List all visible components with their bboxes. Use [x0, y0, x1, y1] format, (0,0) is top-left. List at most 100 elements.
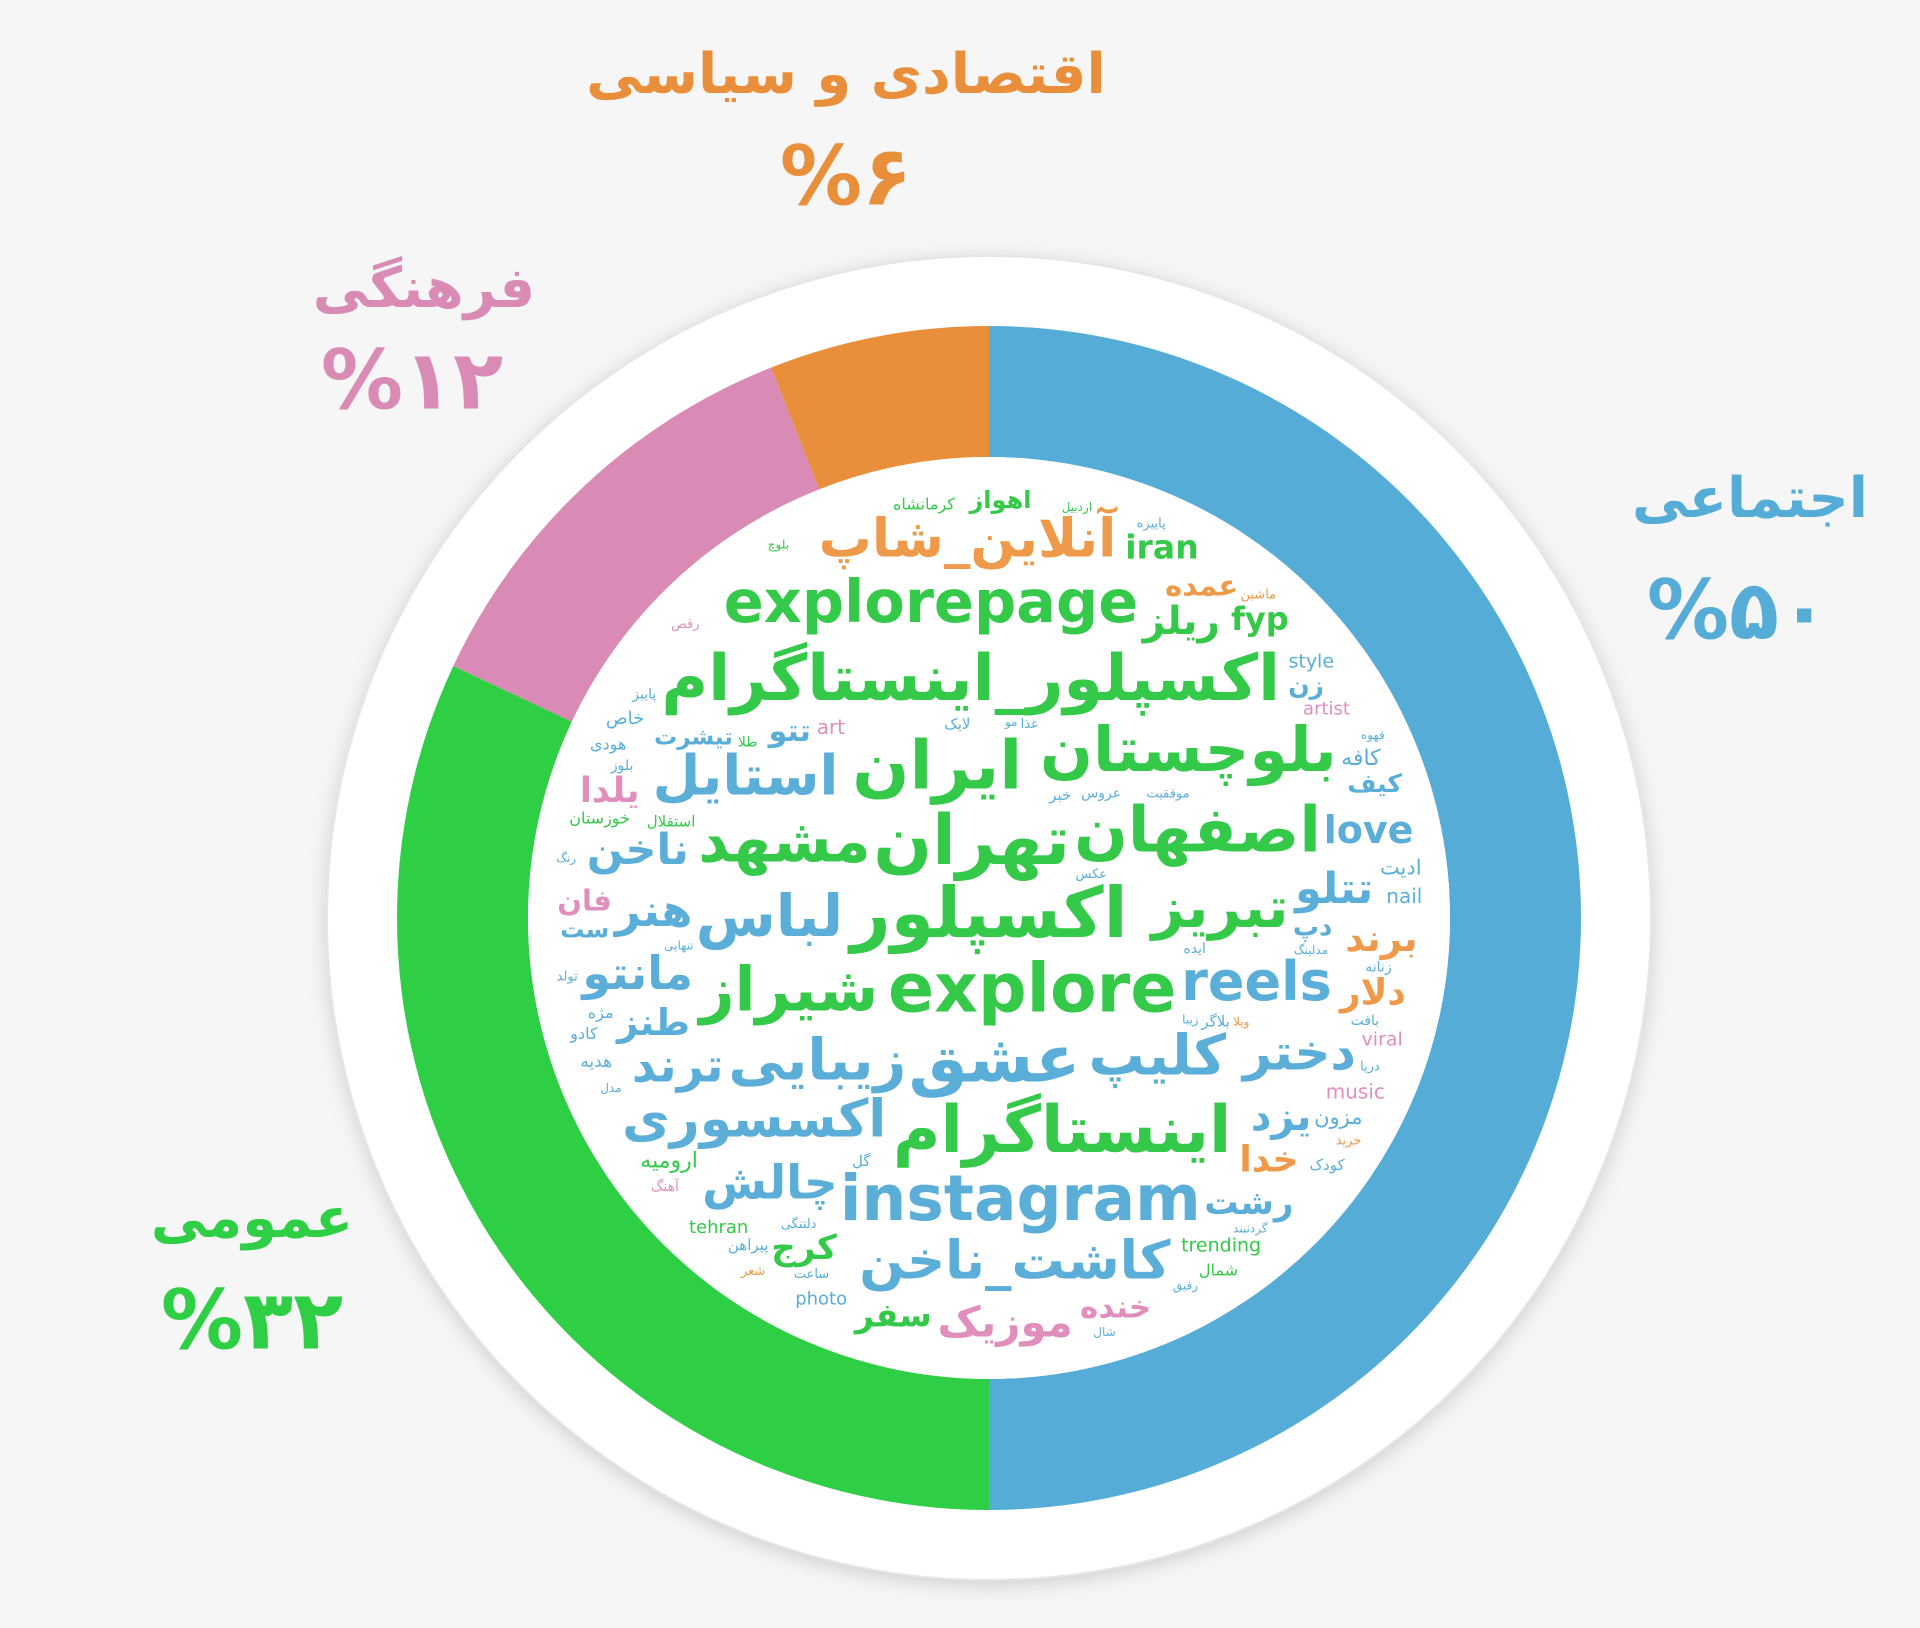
word: photo	[795, 1288, 847, 1309]
word: بلوچ	[768, 537, 789, 552]
word: style	[1288, 650, 1334, 672]
word: لباس	[696, 882, 843, 950]
word: خاص	[606, 708, 644, 729]
word: اردبیل	[1062, 500, 1093, 515]
word: طنز	[615, 1001, 690, 1044]
word: iran	[1125, 528, 1198, 567]
word: دلار	[1338, 973, 1406, 1014]
word: شمال	[1199, 1261, 1238, 1280]
word: tehran	[689, 1217, 748, 1238]
segment-label: عمومی	[151, 1186, 353, 1251]
segment-value-label: %۳۲	[161, 1273, 343, 1368]
word: ناخن	[587, 825, 689, 875]
word: music	[1326, 1080, 1385, 1104]
word: هدیه	[580, 1052, 612, 1072]
word: سفر	[853, 1296, 932, 1336]
word: زیبایی	[728, 1027, 906, 1093]
word: artist	[1303, 699, 1350, 720]
donut-segment	[771, 326, 989, 490]
word: یزد	[1251, 1094, 1311, 1140]
word: عکس	[1076, 867, 1108, 882]
word: گل	[852, 1152, 871, 1170]
word: اهواز	[968, 486, 1031, 514]
word: لایک	[944, 715, 970, 733]
word: رنگ	[556, 851, 576, 866]
word: برند	[1345, 917, 1417, 960]
word: فان	[557, 883, 612, 917]
word: reels	[1181, 950, 1332, 1013]
word: استقلال	[647, 813, 696, 831]
word: تتو	[767, 714, 811, 749]
word: استایل	[653, 743, 839, 807]
word: دلتنگی	[781, 1216, 817, 1232]
word: خوزستان	[569, 809, 630, 829]
word: زن	[1288, 671, 1324, 700]
word: اکسپلور	[847, 872, 1127, 955]
word: گردنبند	[1233, 1221, 1268, 1236]
word: رشت	[1204, 1183, 1293, 1223]
donut-segment	[453, 367, 820, 722]
word: اصفهان	[1074, 794, 1321, 867]
word: ماشین	[1240, 587, 1276, 602]
word: ایران	[852, 726, 1022, 805]
word: دپ	[1293, 912, 1332, 942]
word: شال	[1093, 1325, 1115, 1339]
word: تتلو	[1293, 864, 1373, 914]
segment-value-label: %۵۰	[1647, 563, 1829, 658]
word: مو	[1004, 715, 1018, 730]
word: طلا	[738, 734, 758, 750]
word: مدل	[600, 1081, 621, 1095]
word: اکسسوری	[622, 1090, 886, 1150]
word: بافت	[1351, 1013, 1380, 1029]
word: اکسپلور_اینستاگرام	[661, 641, 1280, 716]
word: خدا	[1239, 1140, 1298, 1181]
donut-segment	[397, 665, 989, 1510]
word: کرمانشاه	[893, 495, 955, 515]
word: چالش	[702, 1155, 838, 1210]
word: پاییز	[631, 686, 656, 702]
word: دختر	[1240, 1023, 1356, 1082]
word: هودی	[590, 735, 626, 755]
word: ویلا	[1233, 1014, 1249, 1029]
word: explorepage	[724, 567, 1138, 636]
word: موفقیت	[1146, 787, 1189, 802]
word: شعر	[740, 1264, 765, 1279]
word: موزیک	[937, 1297, 1072, 1347]
segment-value-label: %۱۲	[321, 333, 503, 428]
segment-label: اجتماعی	[1632, 466, 1868, 531]
word: خبر	[1048, 786, 1071, 804]
word: زنانه	[1365, 960, 1391, 976]
word: زیبا	[1182, 1013, 1199, 1028]
word: تولد	[557, 969, 579, 984]
word: ایده	[1183, 941, 1205, 957]
word: قهوه	[1361, 728, 1385, 743]
word: بلوچستان	[1040, 713, 1337, 786]
donut-ring	[397, 326, 1581, 1510]
word: بلوز	[610, 758, 634, 774]
word: کرج	[771, 1228, 837, 1268]
word: مشهد	[698, 807, 870, 877]
word: nail	[1386, 884, 1422, 908]
word: عمده	[1165, 569, 1238, 603]
segment-value-label: %۶	[780, 129, 912, 224]
word: خرید	[1336, 1133, 1362, 1148]
word: رفیق	[1173, 1279, 1198, 1294]
segment-labels: اجتماعی %۵۰ عمومی %۳۲ فرهنگی %۱۲ اقتصادی و سیا…	[151, 42, 1868, 1368]
segment-label: اقتصادی و سیاسی	[586, 42, 1105, 107]
donut-segment	[989, 326, 1581, 1510]
word-cloud: اکسپلورتهرانexploreایرانعشقاینستاگراماکس…	[556, 486, 1422, 1347]
word: کادو	[569, 1024, 598, 1044]
word: ساعت	[794, 1267, 829, 1282]
word: عشق	[909, 1021, 1081, 1099]
word: مانتو	[580, 946, 693, 1000]
word: هنر	[613, 884, 693, 937]
word: دریا	[1360, 1060, 1380, 1075]
word: پاییزه	[1137, 517, 1166, 532]
segment-label: فرهنگی	[313, 256, 535, 321]
word: instagram	[840, 1162, 1201, 1235]
word: مزون	[1314, 1105, 1362, 1129]
word: ست	[560, 916, 609, 944]
word: کودک	[1310, 1156, 1346, 1174]
word: مژه	[588, 1003, 614, 1023]
